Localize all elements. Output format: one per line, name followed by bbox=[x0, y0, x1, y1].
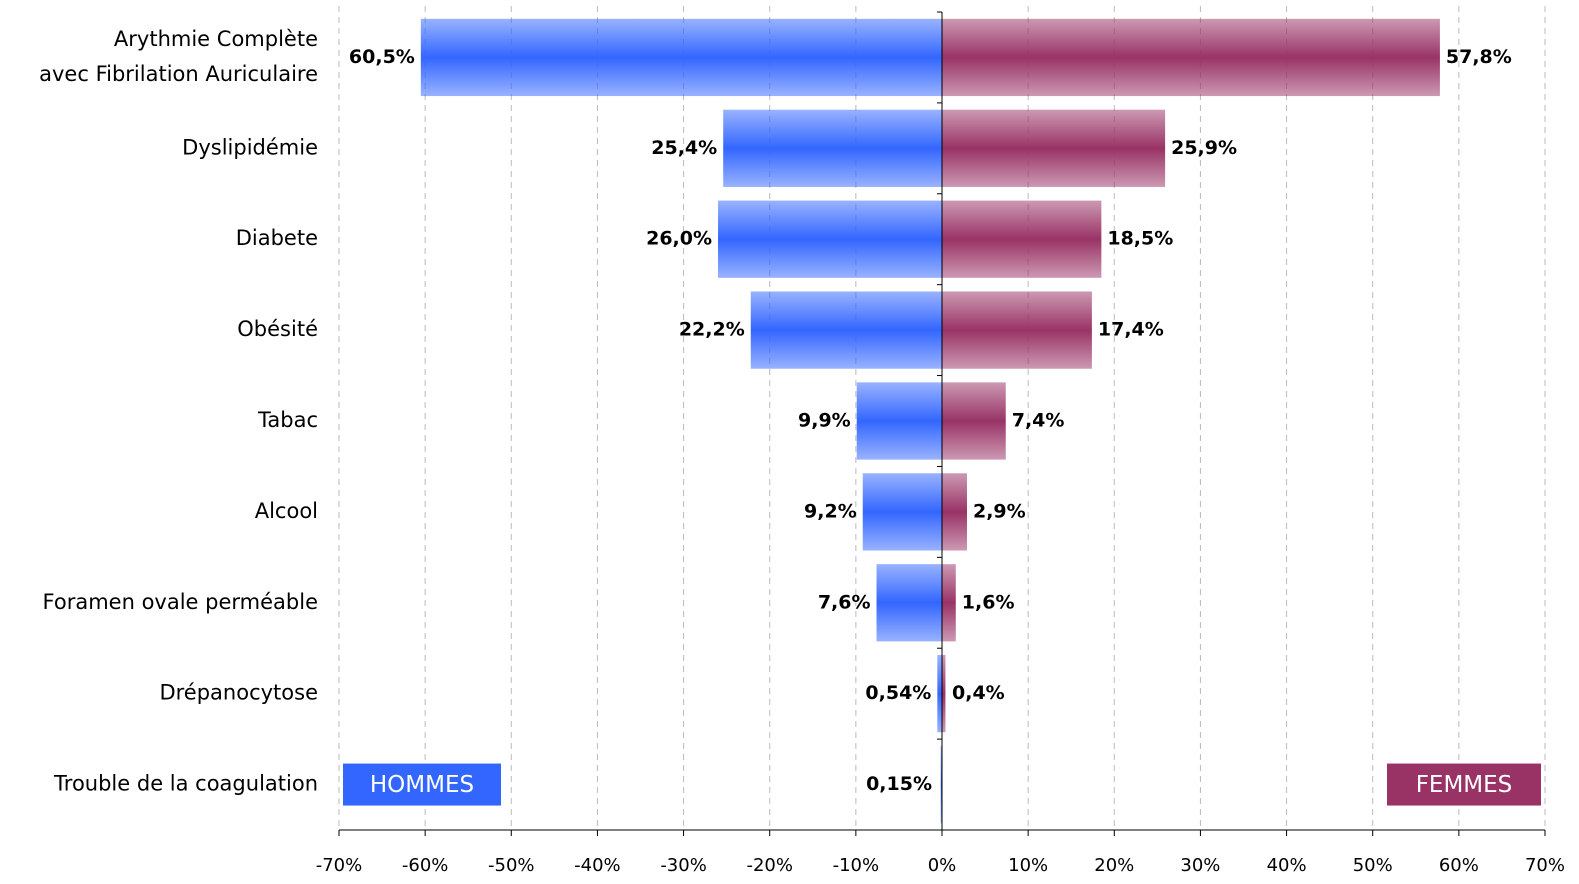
x-tick-label: 10% bbox=[1008, 855, 1048, 876]
category-label: Trouble de la coagulation bbox=[53, 772, 318, 796]
bar bbox=[942, 655, 946, 733]
legend-label: HOMMES bbox=[370, 772, 474, 798]
data-label: 57,8% bbox=[1446, 46, 1512, 68]
bar bbox=[942, 109, 1166, 187]
bar bbox=[942, 382, 1006, 460]
data-label: 22,2% bbox=[679, 319, 745, 341]
category-label: Arythmie Complète avec Fibrilation Auricu… bbox=[39, 27, 318, 86]
data-label: 26,0% bbox=[646, 228, 712, 250]
category-label: Foramen ovale perméable bbox=[43, 590, 318, 614]
bar bbox=[942, 473, 967, 551]
data-label: 25,4% bbox=[651, 137, 717, 159]
legend-swatch bbox=[343, 763, 501, 806]
category-label: Dyslipidémie bbox=[182, 135, 318, 159]
x-tick-label: 30% bbox=[1180, 855, 1220, 876]
legend-label: FEMMES bbox=[1416, 772, 1513, 798]
data-label: 18,5% bbox=[1107, 228, 1173, 250]
bar bbox=[750, 291, 942, 369]
x-tick-label: -70% bbox=[316, 855, 363, 876]
bar bbox=[942, 291, 1092, 369]
x-tick-label: 60% bbox=[1439, 855, 1479, 876]
data-label: 60,5% bbox=[349, 46, 415, 68]
bar bbox=[942, 18, 1440, 97]
data-label: 25,9% bbox=[1171, 137, 1237, 159]
category-label: Alcool bbox=[255, 499, 318, 523]
bar bbox=[937, 655, 942, 733]
x-tick-label: -40% bbox=[574, 855, 621, 876]
data-label: 7,6% bbox=[818, 591, 871, 613]
data-label: 17,4% bbox=[1098, 319, 1164, 341]
data-label: 7,4% bbox=[1012, 410, 1065, 432]
x-tick-label: -10% bbox=[833, 855, 880, 876]
x-tick-label: 0% bbox=[928, 855, 957, 876]
category-label: Obésité bbox=[237, 317, 318, 341]
data-label: 0,54% bbox=[865, 682, 931, 704]
x-tick-label: 20% bbox=[1094, 855, 1134, 876]
data-label: 1,6% bbox=[962, 591, 1015, 613]
bar bbox=[420, 18, 943, 97]
x-tick-label: 40% bbox=[1267, 855, 1307, 876]
x-tick-label: -50% bbox=[488, 855, 535, 876]
bar bbox=[942, 564, 956, 642]
category-label: Drépanocytose bbox=[159, 681, 318, 705]
legend-swatch bbox=[1387, 763, 1541, 806]
bar bbox=[856, 382, 942, 460]
bar bbox=[940, 745, 943, 824]
data-label: 9,2% bbox=[804, 500, 857, 522]
bar bbox=[942, 200, 1102, 278]
bar bbox=[723, 109, 942, 187]
data-label: 0,15% bbox=[866, 773, 932, 795]
bar bbox=[862, 473, 942, 551]
x-tick-label: 50% bbox=[1353, 855, 1393, 876]
data-label: 0,4% bbox=[952, 682, 1005, 704]
bar bbox=[718, 200, 942, 278]
bar bbox=[876, 564, 942, 642]
category-label: Diabete bbox=[236, 226, 318, 250]
category-label: Tabac bbox=[257, 408, 318, 432]
x-tick-label: 70% bbox=[1525, 855, 1565, 876]
x-tick-label: -20% bbox=[746, 855, 793, 876]
data-label: 2,9% bbox=[973, 500, 1026, 522]
x-tick-label: -60% bbox=[402, 855, 449, 876]
x-tick-label: -30% bbox=[660, 855, 707, 876]
data-label: 9,9% bbox=[798, 410, 851, 432]
